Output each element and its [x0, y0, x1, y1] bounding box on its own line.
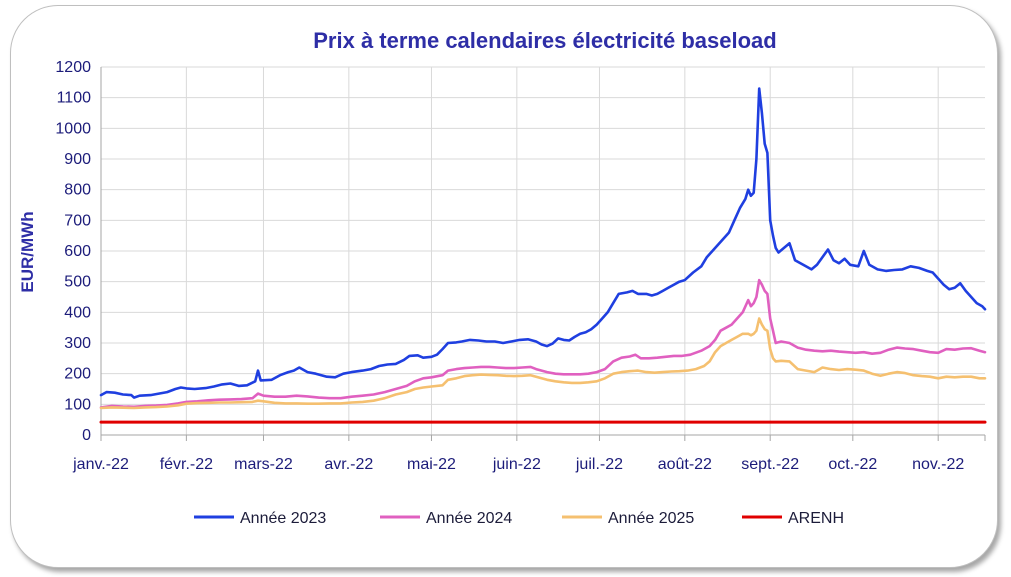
series-line-2 — [99, 278, 987, 409]
y-tick-label: 300 — [64, 335, 91, 352]
axes: 0 100 200 300 400 500 600 700 800 900 1000 1100 1200… — [55, 59, 986, 473]
y-tick-label: 600 — [64, 243, 91, 260]
y-tick-label: 500 — [64, 274, 91, 291]
series-line-1 — [99, 87, 987, 399]
y-tick-label: 700 — [64, 212, 91, 229]
y-tick-label: 0 — [82, 427, 91, 444]
y-tick-label: 200 — [64, 366, 91, 383]
series-line-3 — [99, 317, 987, 410]
chart-frame — [10, 5, 998, 568]
x-tick-label: juil.-22 — [575, 456, 623, 473]
x-tick-label: sept.-22 — [741, 456, 799, 473]
x-tick-label: mars-22 — [234, 456, 293, 473]
legend-label-1: Année 2023 — [240, 510, 326, 527]
x-tick-label: nov.-22 — [912, 456, 964, 473]
y-tick-label: 1200 — [55, 59, 91, 76]
x-tick-label: oct.-22 — [828, 456, 877, 473]
legend-label-2: Année 2024 — [426, 510, 512, 527]
series-lines — [99, 87, 987, 424]
y-tick-label: 1000 — [55, 120, 91, 137]
legend: Année 2023 Année 2024 Année 2025 ARENH — [194, 510, 844, 527]
legend-label-3: Année 2025 — [608, 510, 694, 527]
y-tick-label: 800 — [64, 182, 91, 199]
x-tick-label: mai-22 — [407, 456, 456, 473]
x-tick-label: janv.-22 — [72, 456, 129, 473]
grid-lines — [101, 66, 985, 435]
y-axis-label: EUR/MWh — [18, 211, 37, 292]
y-tick-label: 100 — [64, 396, 91, 413]
x-tick-label: avr.-22 — [324, 456, 373, 473]
y-tick-label: 400 — [64, 304, 91, 321]
x-tick-label: juin-22 — [492, 456, 541, 473]
x-tick-label: août-22 — [658, 456, 712, 473]
legend-label-4: ARENH — [788, 510, 844, 527]
y-tick-label: 1100 — [57, 90, 92, 107]
chart-title: Prix à terme calendaires électricité bas… — [313, 28, 776, 53]
y-tick-label: 900 — [64, 151, 91, 168]
x-tick-label: févr.-22 — [160, 456, 213, 473]
